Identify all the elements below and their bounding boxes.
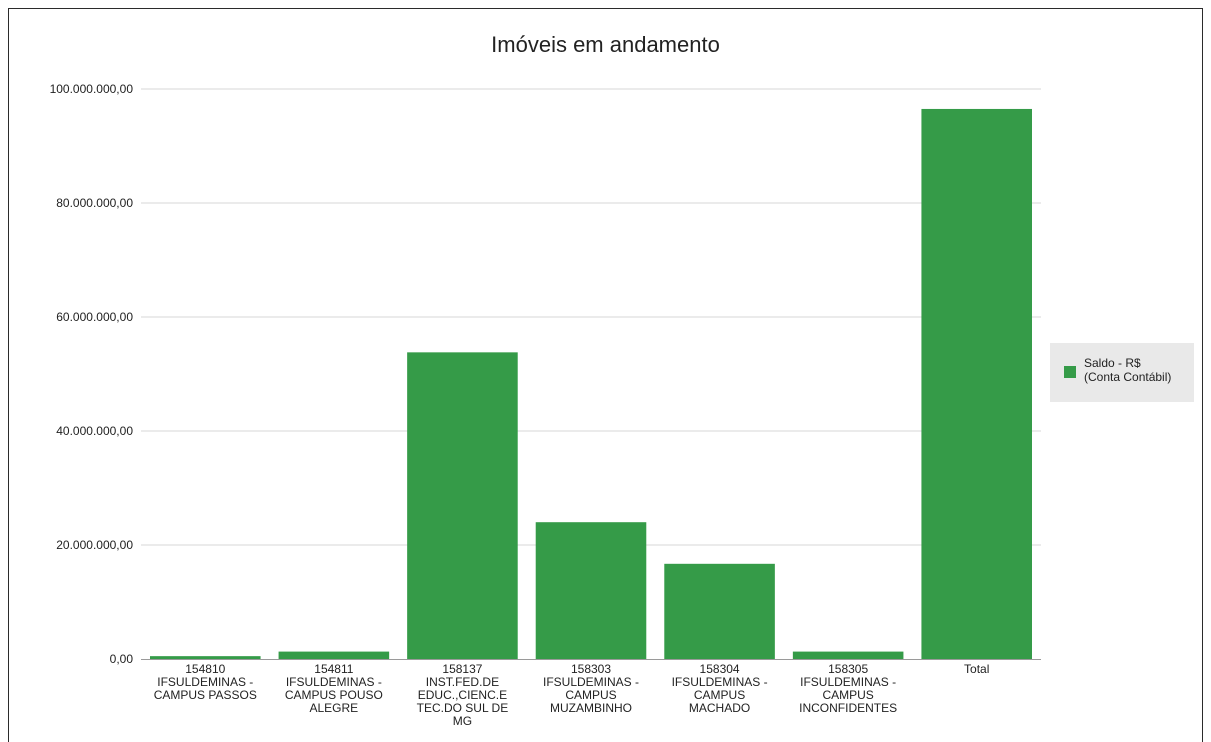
bar [792,651,904,659]
x-tick-label-line: IFSULDEMINAS - [543,675,639,689]
legend-label-line-2: (Conta Contábil) [1084,370,1172,384]
bar [407,352,518,659]
x-tick-label-line: INST.FED.DE [426,675,499,689]
x-tick-label-line: MG [453,714,472,728]
x-tick-label-line: IFSULDEMINAS - [672,675,768,689]
y-axis-ticks: 0,00 20.000.000,00 40.000.000,00 60.000.000… [50,82,134,666]
x-tick-label-line: EDUC.,CIENC.E [418,688,507,702]
y-tick-label: 0,00 [110,652,134,666]
x-tick-label-line: CAMPUS PASSOS [154,688,257,702]
x-tick-label-line: CAMPUS [565,688,616,702]
x-tick-label-line: 158303 [571,662,611,676]
legend-label: Saldo - R$ (Conta Contábil) [1084,356,1192,384]
x-tick-label-line: CAMPUS [822,688,873,702]
y-tick-label: 100.000.000,00 [50,82,134,96]
gridlines [141,88,1041,546]
y-tick-label: 60.000.000,00 [56,310,133,324]
y-tick-label: 40.000.000,00 [56,424,133,438]
x-tick-label-line: ALEGRE [310,701,359,715]
legend-swatch [1064,366,1076,378]
x-tick-label-line: 158305 [828,662,868,676]
x-tick-label-line: INCONFIDENTES [799,701,897,715]
bar [278,651,390,659]
x-tick-label-line: MUZAMBINHO [550,701,632,715]
x-tick-label-line: CAMPUS [694,688,745,702]
x-tick-label-line: CAMPUS POUSO [285,688,383,702]
x-tick-label: Total [964,662,989,676]
x-tick-label-line: TEC.DO SUL DE [417,701,509,715]
bar [921,108,1032,659]
y-tick-label: 80.000.000,00 [56,196,133,210]
x-tick-label-line: MACHADO [689,701,750,715]
bar [150,656,261,659]
chart-title: Imóveis em andamento [491,32,720,57]
x-tick-label-line: IFSULDEMINAS - [800,675,896,689]
bar [535,522,647,659]
x-tick-label-line: 154810 [185,662,225,676]
x-tick-label-line: 158137 [442,662,482,676]
x-tick-label-line: IFSULDEMINAS - [286,675,382,689]
legend: Saldo - R$ (Conta Contábil) [1050,343,1194,402]
bar [664,563,775,659]
x-tick-label-line: 154811 [314,662,353,676]
x-tick-label-line: IFSULDEMINAS - [157,675,253,689]
x-tick-label-line: 158304 [700,662,740,676]
x-tick-label-line: Total [964,662,989,676]
legend-label-line-1: Saldo - R$ [1084,356,1141,370]
bars [150,108,1032,659]
y-tick-label: 20.000.000,00 [56,538,133,552]
